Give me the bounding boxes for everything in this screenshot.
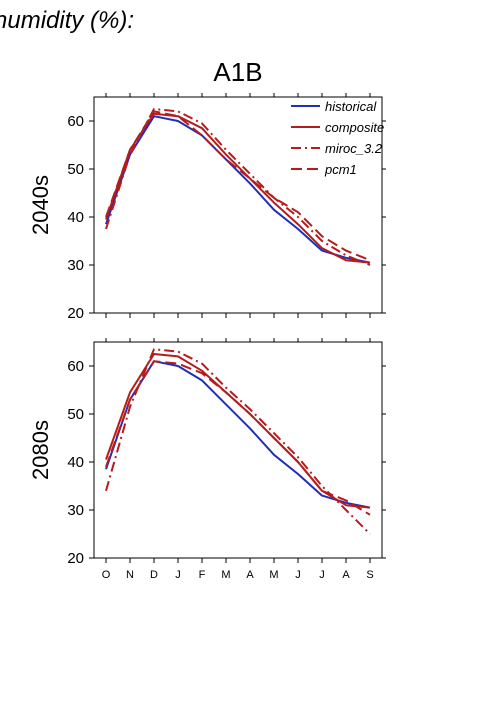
plot-frame (93, 341, 383, 559)
y-tick-label: 40 (67, 209, 84, 226)
y-tick-label: 60 (67, 358, 84, 375)
row-label: 2080s (28, 420, 53, 480)
panel-2040s: 20 30 40 50 60 2040s historical composite miroc_… (28, 93, 386, 322)
x-tick-label: D (150, 569, 158, 581)
x-tick-label: A (246, 569, 254, 581)
legend-label: historical (325, 99, 377, 114)
x-tick-label: S (366, 569, 373, 581)
series-line-historical (105, 115, 371, 264)
plot-frame (93, 96, 383, 314)
panel-2080s: 20 30 40 50 60 O N D J F M A M J J A S 2080s (28, 338, 386, 581)
series-line-historical (105, 360, 371, 509)
y-tick-label: 50 (67, 161, 84, 178)
x-tick-label: O (102, 569, 111, 581)
series-line-composite (105, 353, 371, 509)
y-tick-label: 30 (67, 257, 84, 274)
series-line-miroc-3-2 (105, 348, 371, 535)
series-line-pcm1 (105, 360, 371, 516)
scenario-title: A1B (213, 57, 262, 87)
x-tick-label: J (295, 569, 301, 581)
x-tick-label: J (319, 569, 325, 581)
y-tick-label: 30 (67, 502, 84, 519)
x-tick-label: F (199, 569, 206, 581)
legend-label: pcm1 (324, 162, 357, 177)
x-tick-label: N (126, 569, 134, 581)
y-tick-label: 50 (67, 406, 84, 423)
x-tick-label: A (342, 569, 350, 581)
y-tick-label: 20 (67, 305, 84, 322)
legend-label: miroc_3.2 (325, 141, 383, 156)
page-title: humidity (%): (0, 7, 134, 34)
x-tick-label: J (175, 569, 181, 581)
series-line-miroc-3-2 (105, 108, 371, 266)
legend-label: composite (325, 120, 384, 135)
row-label: 2040s (28, 175, 53, 235)
y-tick-label: 40 (67, 454, 84, 471)
x-tick-label: M (269, 569, 278, 581)
y-tick-label: 20 (67, 550, 84, 567)
series-line-composite (105, 112, 371, 264)
y-tick-label: 60 (67, 113, 84, 130)
x-tick-label: M (221, 569, 230, 581)
